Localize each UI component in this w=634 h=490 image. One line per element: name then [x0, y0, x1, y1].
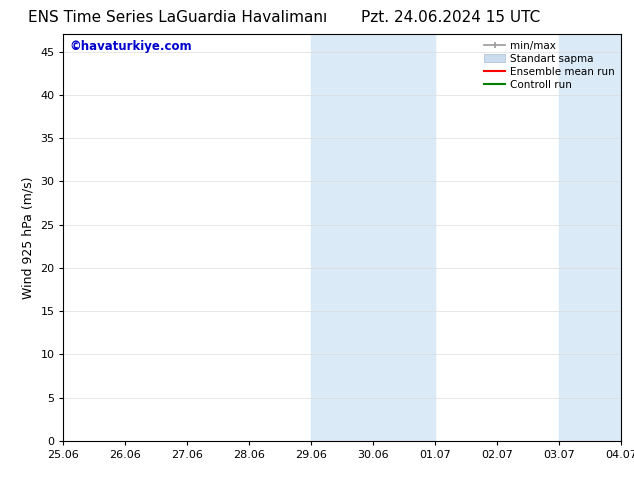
- Text: ©havaturkiye.com: ©havaturkiye.com: [69, 40, 191, 53]
- Legend: min/max, Standart sapma, Ensemble mean run, Controll run: min/max, Standart sapma, Ensemble mean r…: [480, 36, 619, 94]
- Bar: [311, 34, 436, 441]
- Y-axis label: Wind 925 hPa (m/s): Wind 925 hPa (m/s): [22, 176, 35, 299]
- Bar: [559, 34, 634, 441]
- Text: ENS Time Series LaGuardia Havalimanı: ENS Time Series LaGuardia Havalimanı: [28, 10, 327, 25]
- Text: Pzt. 24.06.2024 15 UTC: Pzt. 24.06.2024 15 UTC: [361, 10, 540, 25]
